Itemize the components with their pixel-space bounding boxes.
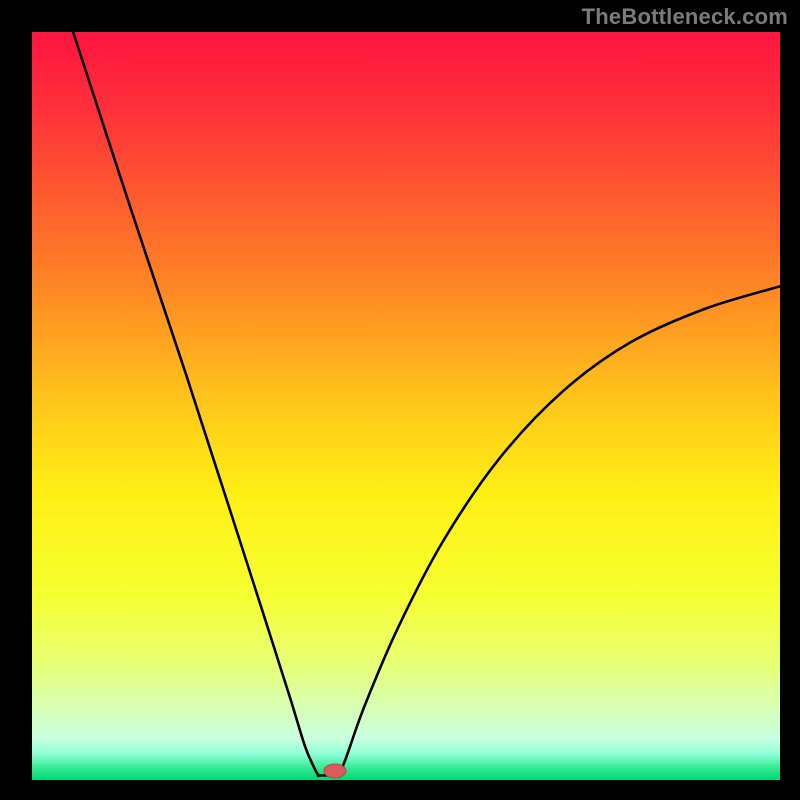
gradient-background	[32, 32, 780, 780]
plot-svg	[32, 32, 780, 780]
minimum-marker	[324, 764, 346, 778]
outer-frame: TheBottleneck.com	[0, 0, 800, 800]
plot-area	[32, 32, 780, 780]
watermark-text: TheBottleneck.com	[582, 4, 788, 30]
